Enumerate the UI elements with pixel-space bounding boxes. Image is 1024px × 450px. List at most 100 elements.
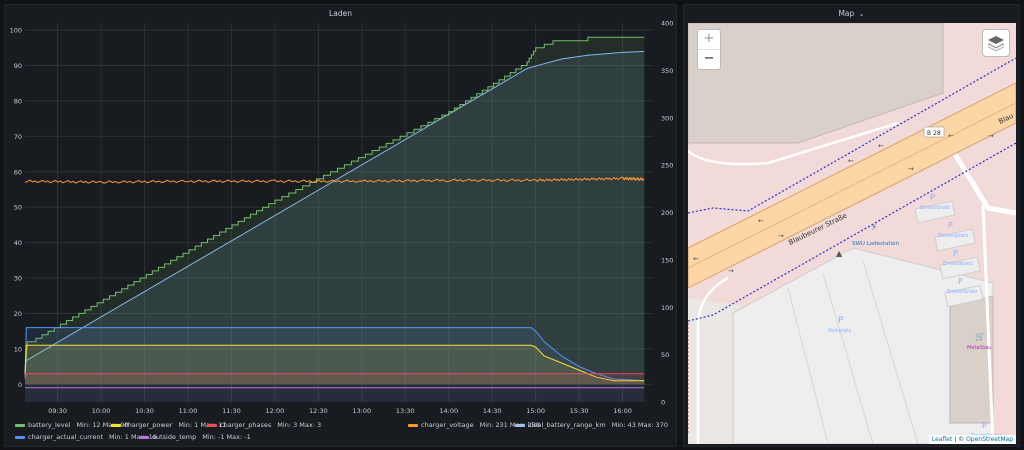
legend-label: charger_voltage [421, 421, 474, 429]
y-left-tick-label: 0 [18, 381, 22, 389]
leaflet-link[interactable]: Leaflet [931, 436, 953, 443]
layers-button[interactable] [982, 29, 1010, 57]
legend-swatch [15, 423, 25, 427]
y-right-tick-label: 100 [661, 304, 673, 312]
map-attribution: Leaflet | © OpenStreetMap [928, 435, 1016, 444]
x-tick-label: 10:30 [135, 407, 154, 415]
x-tick-label: 12:00 [266, 407, 285, 415]
series-line-ideal_battery_range_km[interactable] [24, 50, 645, 362]
osm-link[interactable]: OpenStreetMap [966, 436, 1013, 443]
map-view[interactable]: ← ← → ← → ← → ← → Blaubeurer Straße Blau… [688, 23, 1016, 444]
series-line-battery_level[interactable] [24, 36, 645, 375]
building-area [688, 23, 944, 144]
map-title-text: Map [838, 9, 855, 18]
legend-swatch [408, 423, 419, 427]
legend-swatch [111, 423, 121, 427]
svg-text:←: ← [948, 132, 954, 140]
x-tick-label: 15:30 [570, 407, 589, 415]
series-line-charger_power[interactable] [24, 344, 645, 382]
y-right-tick-label: 200 [661, 209, 673, 217]
line-chart[interactable]: 0 10 20 30 40 50 60 70 80 90 100 0 50 100 150 200 250 300… [5, 5, 676, 416]
y-right-tick-label: 150 [661, 256, 673, 264]
legend-stats: Min: 231 Max: 238 [479, 421, 540, 429]
series-line-charger_voltage[interactable] [24, 176, 645, 184]
shop-label: Metallbau [967, 345, 992, 351]
legend-item-charger_phases[interactable]: charger_phases Min: 3 Max: 3 [207, 419, 321, 431]
legend-item-charger_actual_current[interactable]: charger_actual_current Min: 1 Max: 16 [15, 431, 157, 443]
legend-stats: Min: 43 Max: 370 [611, 421, 668, 429]
y-left-tick-label: 80 [14, 97, 22, 105]
legend-label: battery_level [28, 421, 71, 429]
y-right-tick-label: 250 [661, 162, 673, 170]
road-ref-badge: B 28 [927, 130, 941, 137]
x-tick-label: 11:00 [179, 407, 198, 415]
y-right-tick-label: 350 [661, 67, 673, 75]
legend-label: charger_phases [220, 421, 272, 429]
series-line-charger_actual_current[interactable] [24, 327, 645, 382]
legend-stats: Min: 1 Max: 16 [109, 433, 157, 441]
y-left-tick-label: 100 [10, 27, 22, 35]
legend-item-ideal_battery_range_km[interactable]: ideal_battery_range_km Min: 43 Max: 370 [514, 419, 668, 431]
legend-item-outside_temp[interactable]: outside_temp Min: -1 Max: -1 [139, 431, 251, 443]
parking-icon: P [930, 193, 935, 202]
x-tick-label: 13:30 [396, 407, 415, 415]
y-left-tick-label: 70 [14, 133, 22, 141]
x-tick-label: 15:00 [526, 407, 545, 415]
svg-text:←: ← [848, 157, 854, 165]
y-left-tick-label: 30 [14, 275, 22, 283]
chart-panel: Laden 0 10 20 30 40 50 60 70 80 90 100 0 50 100 150 200… [4, 4, 677, 447]
series-fill-charger_phases [25, 373, 645, 385]
parking-icon: P [948, 221, 953, 230]
legend-label: charger_actual_current [28, 433, 103, 441]
legend-swatch [15, 435, 25, 439]
legend-stats: Min: 1 Max: 11 [178, 421, 227, 429]
svg-text:←: ← [693, 255, 699, 263]
poi-charging-label: SWU Ladestation [852, 241, 899, 247]
legend-stats: Min: 3 Max: 3 [277, 421, 322, 429]
parking-icon: P [838, 316, 844, 326]
shop-icon: 🛒 [975, 331, 985, 341]
zoom-out-button[interactable]: − [703, 51, 715, 66]
legend-item-battery_level[interactable]: battery_level Min: 12 Max: 98 [15, 419, 129, 431]
x-tick-label: 12:30 [309, 407, 328, 415]
map-panel: Map ⌄ [683, 4, 1020, 447]
parking-label: Einstellplatz [947, 289, 978, 295]
legend-item-charger_voltage[interactable]: charger_voltage Min: 231 Max: 238 [408, 419, 540, 431]
legend-label: ideal_battery_range_km [527, 421, 606, 429]
charging-station-icon[interactable]: ⚡ [871, 223, 877, 233]
y-left-tick-label: 50 [14, 204, 22, 212]
parking-label: Einstellplatz [943, 261, 974, 267]
y-right-tick-label: 300 [661, 114, 673, 122]
parking-icon: P [982, 421, 987, 430]
legend-swatch [207, 423, 217, 427]
legend-stats: Min: 12 Max: 98 [76, 421, 129, 429]
legend-item-charger_power[interactable]: charger_power Min: 1 Max: 11 [111, 419, 226, 431]
y-left-tick-label: 20 [14, 310, 22, 318]
svg-text:→: → [778, 232, 784, 240]
y-left-tick-label: 90 [14, 62, 22, 70]
parking-icon: P [958, 277, 963, 286]
parking-label: Einstellplatz [920, 205, 951, 211]
map-panel-title[interactable]: Map ⌄ [684, 5, 1019, 23]
legend-label: charger_power [124, 421, 173, 429]
legend-swatch [514, 423, 525, 427]
map-tiles[interactable]: ← ← → ← → ← → ← → Blaubeurer Straße Blau… [688, 23, 1016, 444]
series-fill-charger_power [25, 345, 645, 385]
x-tick-label: 16:00 [613, 407, 632, 415]
legend-label: outside_temp [152, 433, 197, 441]
legend-swatch [139, 435, 149, 439]
series-fill-charger_actual_current [25, 327, 645, 385]
x-tick-label: 09:30 [48, 407, 67, 415]
chevron-down-icon[interactable]: ⌄ [858, 10, 865, 18]
chart-panel-title[interactable]: Laden [329, 9, 352, 18]
series-fill-ideal_battery_range_km [25, 51, 645, 403]
svg-text:←: ← [878, 142, 884, 150]
x-tick-label: 14:30 [483, 407, 502, 415]
y-left-tick-label: 40 [14, 239, 22, 247]
series-line-charger_phases[interactable] [24, 373, 645, 380]
svg-text:→: → [988, 132, 994, 140]
svg-text:▲: ▲ [836, 249, 843, 258]
legend-row: battery_level Min: 12 Max: 98 charger_powe… [15, 419, 668, 431]
y-right-tick-label: 50 [661, 351, 669, 359]
zoom-in-button[interactable]: + [698, 30, 720, 50]
